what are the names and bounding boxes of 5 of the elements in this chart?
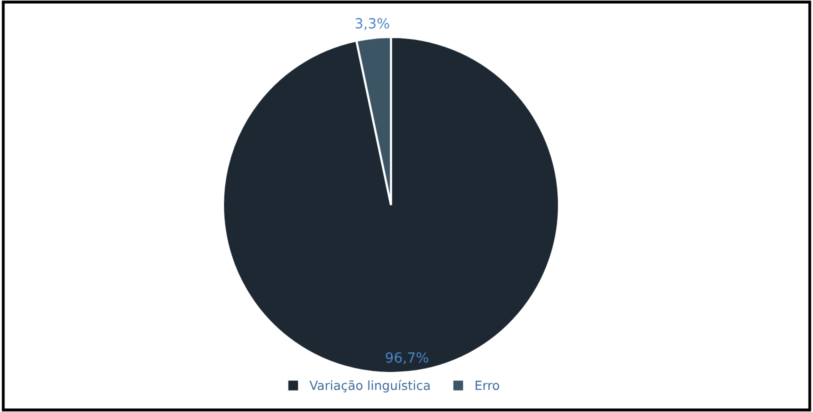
data-label: 96,7%: [386, 352, 428, 364]
pie-slice: [223, 37, 559, 373]
data-label: 3,3%: [356, 18, 390, 30]
legend-label: Erro: [476, 380, 500, 390]
legend-label: Variação linguística: [310, 380, 430, 393]
